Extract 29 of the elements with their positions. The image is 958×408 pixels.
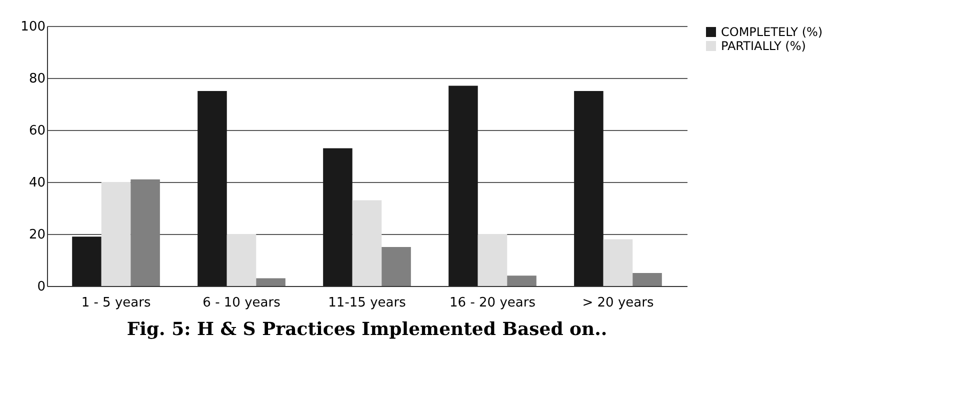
legend-label: PARTIALLY (%) [721,39,806,53]
x-tick-label: 6 - 10 years [202,296,281,310]
x-tick-label: 16 - 20 years [450,296,536,310]
text: Fig. 5: H & S Practices Implemented Based on.. [126,319,608,340]
bar [323,148,352,286]
bar [198,91,227,286]
y-tick-label: 0 [37,280,46,294]
bar [226,234,256,286]
bar [507,276,536,286]
y-tick-label: 20 [28,228,46,242]
x-tick-label: 11-15 years [328,296,406,310]
bar [352,200,382,286]
x-tick-label: 1 - 5 years [81,296,151,310]
bar [382,247,411,286]
bar [603,239,633,286]
legend-label: COMPLETELY (%) [721,25,823,39]
bar [256,278,286,286]
bar [478,234,508,286]
bar [72,236,102,286]
x-tick-label: > 20 years [582,296,654,310]
y-tick-label: 80 [28,72,46,86]
y-tick-label: 60 [28,124,46,138]
y-tick-label: 40 [28,176,46,190]
bar [448,86,478,286]
bar [130,179,160,286]
y-tick-label: 100 [20,20,46,34]
bar [574,91,604,286]
bar [632,273,662,286]
bar [101,182,131,286]
